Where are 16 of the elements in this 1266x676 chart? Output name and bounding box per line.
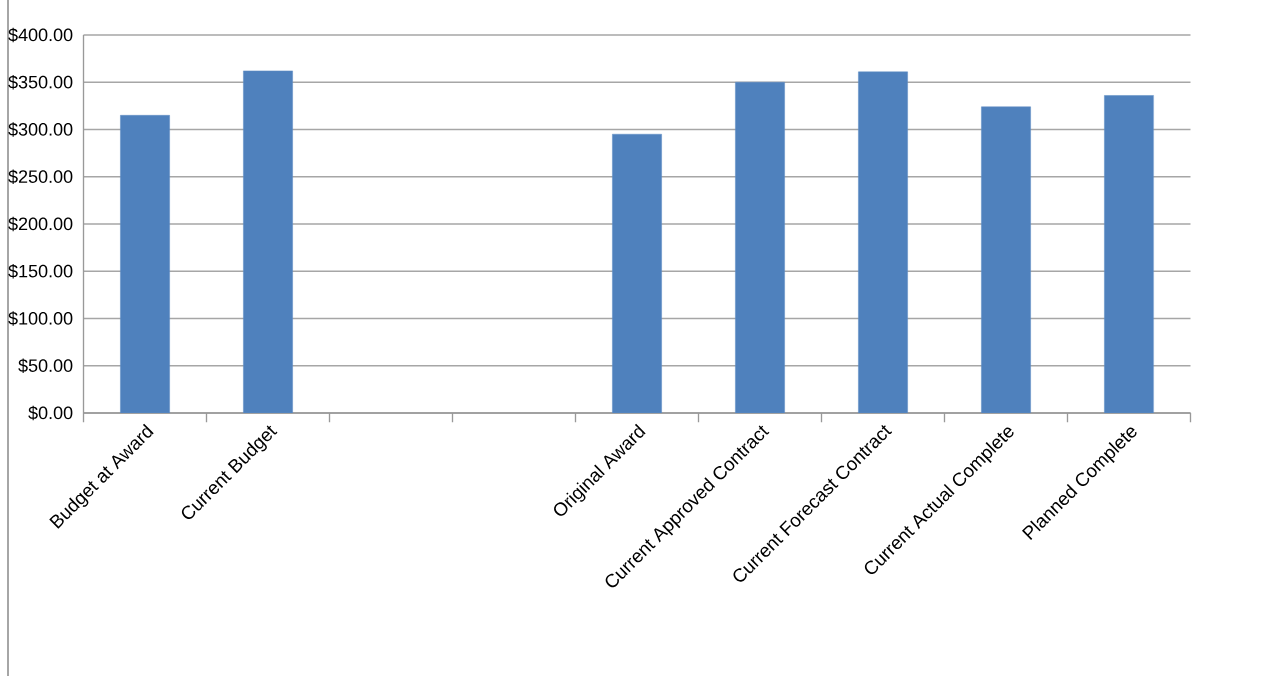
bar	[858, 71, 908, 413]
y-tick-label: $200.00	[8, 216, 73, 232]
y-tick-label: $100.00	[8, 311, 73, 326]
bar	[120, 115, 170, 413]
y-tick-label: $400.00	[8, 27, 73, 43]
y-tick-label: $150.00	[8, 263, 73, 279]
y-tick-label: $350.00	[8, 74, 73, 90]
bar	[1104, 95, 1154, 413]
y-tick-label: $250.00	[8, 169, 73, 185]
y-tick-label: $50.00	[18, 358, 73, 374]
bar	[243, 70, 293, 413]
y-tick-label: $0.00	[28, 405, 73, 421]
bar	[735, 81, 785, 413]
y-tick-label: $300.00	[8, 122, 73, 137]
bar	[981, 106, 1031, 413]
bar	[612, 133, 662, 413]
